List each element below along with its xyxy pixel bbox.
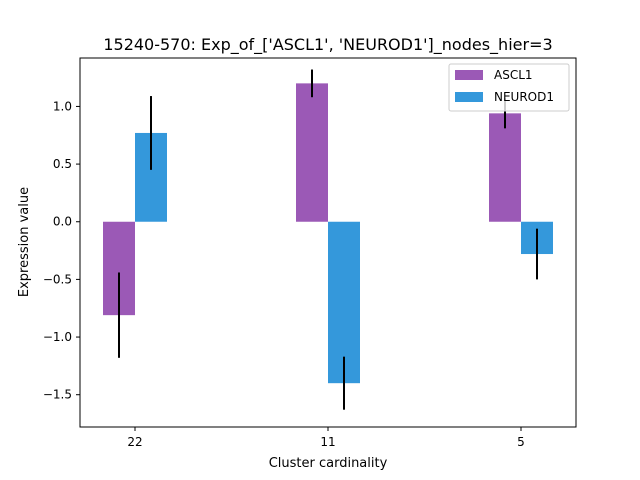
x-axis-label: Cluster cardinality — [269, 456, 388, 471]
y-tick-label: 0.5 — [53, 157, 72, 171]
y-tick-label: −1.5 — [43, 388, 72, 402]
x-axis: 22 11 5 — [127, 427, 525, 449]
y-tick-label: −0.5 — [43, 272, 72, 286]
bars-layer — [103, 83, 553, 384]
bar-ascl1-11 — [296, 83, 328, 222]
bar-neurod1-11 — [328, 221, 360, 384]
bar-ascl1-5 — [489, 113, 521, 222]
legend-swatch-neurod1 — [455, 92, 483, 102]
y-tick-label: 1.0 — [53, 99, 72, 113]
x-tick-label: 5 — [517, 435, 525, 449]
y-tick-label: −1.0 — [43, 330, 72, 344]
legend-label-neurod1: NEUROD1 — [494, 90, 554, 104]
y-tick-label: 0.0 — [53, 215, 72, 229]
legend-swatch-ascl1 — [455, 70, 483, 80]
chart-title: 15240-570: Exp_of_['ASCL1', 'NEUROD1']_n… — [103, 35, 552, 55]
x-tick-label: 22 — [127, 435, 142, 449]
x-tick-label: 11 — [320, 435, 335, 449]
legend-label-ascl1: ASCL1 — [494, 68, 533, 82]
legend: ASCL1 NEUROD1 — [448, 63, 570, 112]
error-bars-layer — [118, 69, 538, 410]
y-axis-label: Expression value — [17, 187, 32, 297]
y-axis: 1.0 0.5 0.0 −0.5 −1.0 −1.5 — [43, 99, 80, 402]
